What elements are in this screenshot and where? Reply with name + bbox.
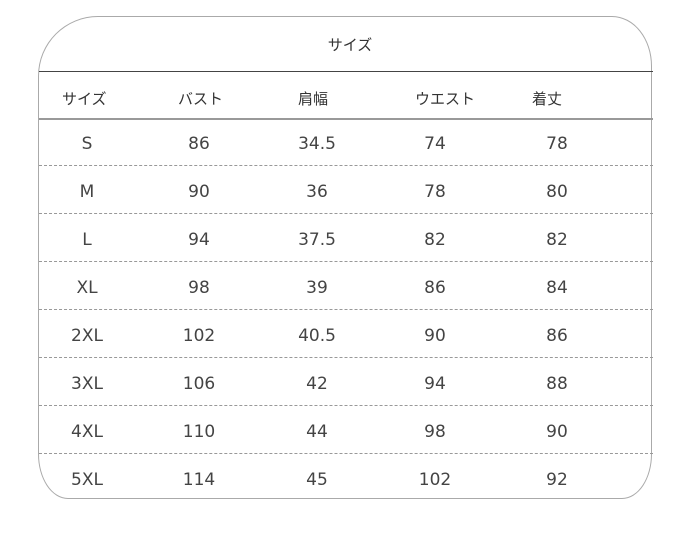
table-cell: 114 [182,470,216,490]
table-title: サイズ [327,36,373,54]
table-cell: 102 [182,326,216,346]
table-cell: 102 [418,470,452,490]
table-cell: 86 [188,134,210,154]
header-divider [39,118,653,120]
table-cell: 80 [546,182,568,202]
table-cell: 110 [182,422,216,442]
row-divider [39,213,653,214]
table-row: 5XL 114 45 102 92 [0,456,700,504]
column-header: ウエスト [415,90,476,108]
table-cell: 88 [546,374,568,394]
table-cell: 4XL [71,422,103,442]
table-row: M 90 36 78 80 [0,168,700,216]
table-cell: 3XL [71,374,103,394]
table-row: 3XL 106 42 94 88 [0,360,700,408]
row-divider [39,309,653,310]
table-row: 2XL 102 40.5 90 86 [0,312,700,360]
table-cell: 45 [306,470,328,490]
table-cell: 5XL [71,470,103,490]
table-cell: 36 [306,182,328,202]
table-cell: 44 [306,422,328,442]
column-header: バスト [178,90,224,108]
table-cell: 90 [546,422,568,442]
column-header: 着丈 [532,90,563,108]
table-row: 4XL 110 44 98 90 [0,408,700,456]
table-cell: 90 [188,182,210,202]
table-cell: L [82,230,92,250]
table-cell: 98 [424,422,446,442]
table-row: S 86 34.5 74 78 [0,120,700,168]
table-cell: 86 [424,278,446,298]
table-cell: 37.5 [298,230,336,250]
table-cell: 106 [182,374,216,394]
column-header: 肩幅 [298,90,329,108]
table-cell: 90 [424,326,446,346]
table-cell: M [79,182,95,202]
table-row: L 94 37.5 82 82 [0,216,700,264]
table-cell: 84 [546,278,568,298]
table-row: XL 98 39 86 84 [0,264,700,312]
table-cell: 94 [188,230,210,250]
row-divider [39,261,653,262]
table-cell: 92 [546,470,568,490]
table-cell: 42 [306,374,328,394]
table-cell: 98 [188,278,210,298]
size-table-frame [38,16,652,499]
row-divider [39,165,653,166]
table-cell: 39 [306,278,328,298]
title-divider [39,71,653,72]
table-cell: 86 [546,326,568,346]
table-cell: 2XL [71,326,103,346]
table-cell: 34.5 [298,134,336,154]
row-divider [39,405,653,406]
table-cell: 74 [424,134,446,154]
row-divider [39,357,653,358]
table-cell: 78 [546,134,568,154]
table-cell: 40.5 [298,326,336,346]
table-cell: 82 [546,230,568,250]
row-divider [39,453,653,454]
table-cell: 82 [424,230,446,250]
table-cell: XL [76,278,98,298]
table-cell: 78 [424,182,446,202]
column-header: サイズ [62,90,107,108]
table-cell: S [81,134,93,154]
table-cell: 94 [424,374,446,394]
